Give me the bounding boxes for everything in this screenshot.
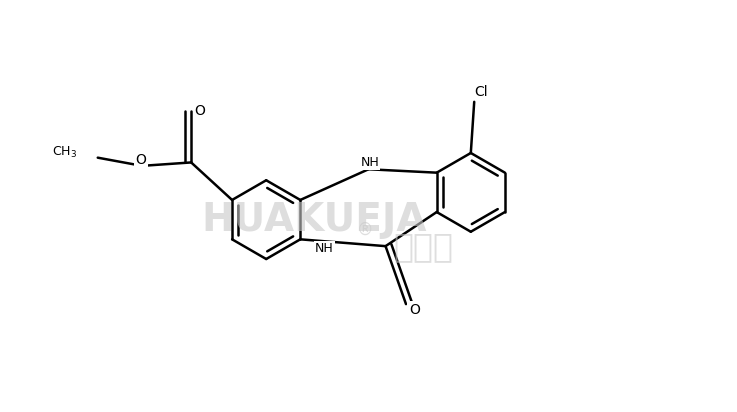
Text: Cl: Cl	[474, 84, 488, 98]
Text: O: O	[136, 153, 146, 167]
Text: ®: ®	[357, 221, 374, 239]
Text: NH: NH	[315, 242, 334, 255]
Text: O: O	[409, 302, 419, 316]
Text: CH$_3$: CH$_3$	[52, 145, 77, 160]
Text: NH: NH	[360, 156, 380, 169]
Text: O: O	[194, 104, 205, 118]
Text: 化学加: 化学加	[393, 230, 453, 263]
Text: HUAKUEJA: HUAKUEJA	[201, 201, 427, 239]
